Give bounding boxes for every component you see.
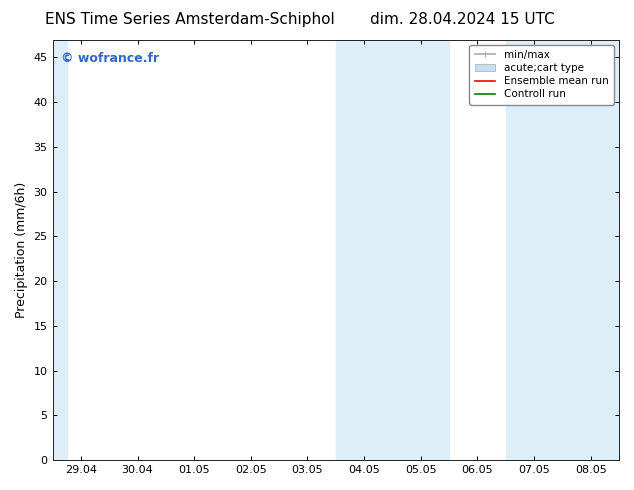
Text: ENS Time Series Amsterdam-Schiphol: ENS Time Series Amsterdam-Schiphol	[45, 12, 335, 27]
Legend: min/max, acute;cart type, Ensemble mean run, Controll run: min/max, acute;cart type, Ensemble mean …	[469, 45, 614, 104]
Text: dim. 28.04.2024 15 UTC: dim. 28.04.2024 15 UTC	[370, 12, 555, 27]
Bar	[336, 40, 449, 460]
Text: © wofrance.fr: © wofrance.fr	[61, 52, 159, 65]
Bar	[506, 40, 619, 460]
Y-axis label: Precipitation (mm/6h): Precipitation (mm/6h)	[15, 182, 28, 318]
Bar	[53, 40, 67, 460]
